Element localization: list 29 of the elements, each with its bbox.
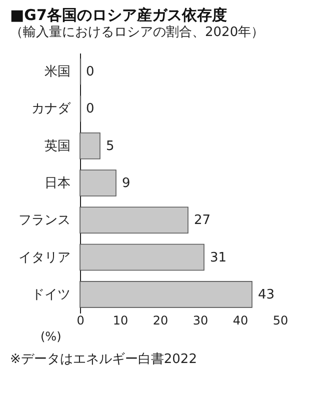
data-label: 0: [86, 102, 94, 117]
data-label: 31: [210, 250, 227, 266]
y-tick-label: イタリア: [18, 250, 70, 266]
x-axis-title: (%): [40, 330, 62, 344]
data-label: 43: [258, 287, 275, 302]
data-label: 0: [86, 64, 94, 80]
x-tick-label: 0: [76, 314, 84, 328]
x-tick-label: 40: [232, 314, 248, 328]
x-tick-label: 30: [192, 314, 208, 328]
bar: [80, 281, 252, 308]
chart-title: ■G7各国のロシア産ガス依存度: [10, 6, 227, 24]
y-tick-label: ドイツ: [32, 287, 70, 302]
x-tick-label: 20: [152, 314, 168, 328]
y-tick-label: カナダ: [32, 102, 72, 117]
bar: [80, 206, 188, 234]
chart-subtitle: （輸入量におけるロシアの割合、2020年）: [10, 25, 264, 40]
bar: [80, 244, 204, 271]
y-tick-label: 日本: [44, 176, 70, 191]
x-tick-label: 50: [272, 314, 288, 328]
bar: [80, 132, 100, 160]
y-tick-label: 米国: [44, 64, 70, 80]
y-tick-label: フランス: [18, 213, 70, 228]
y-tick-label: 英国: [44, 138, 70, 154]
data-label: 5: [106, 138, 114, 154]
x-tick-label: 10: [112, 314, 128, 328]
text: ※データはエネルギー白書2022: [10, 352, 197, 367]
data-label: 27: [194, 213, 211, 228]
data-label: 9: [122, 176, 130, 191]
bar: [80, 170, 116, 196]
